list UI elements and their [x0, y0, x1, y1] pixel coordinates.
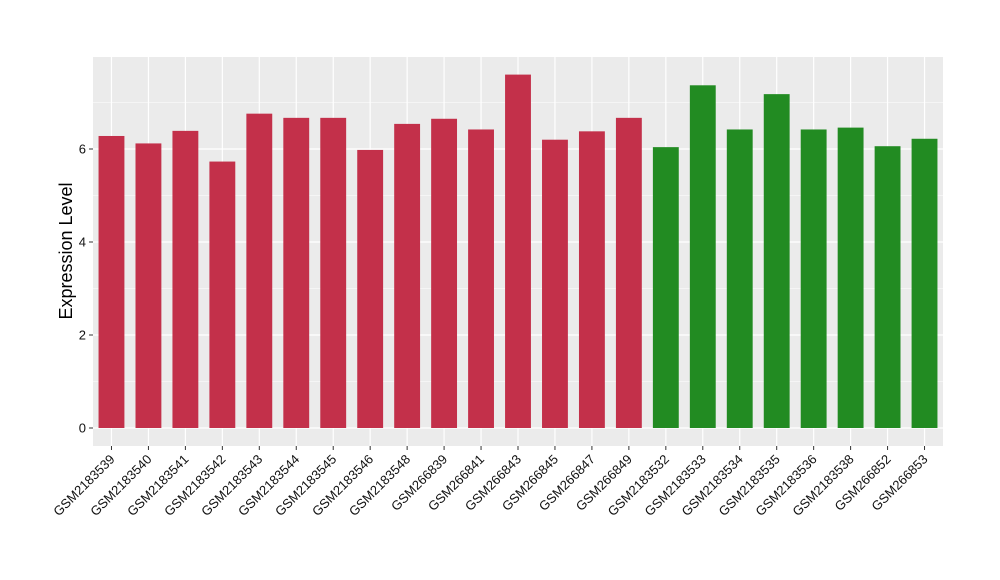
bar-GSM2183538 [837, 127, 864, 429]
bar-GSM2183539 [98, 135, 125, 429]
bar-GSM2183541 [172, 130, 199, 429]
y-axis: 0 2 4 6 [79, 142, 93, 436]
bar-GSM2183532 [652, 147, 679, 428]
bar-GSM2183535 [763, 94, 790, 428]
y-axis-title: Expression Level [56, 182, 76, 319]
bar-GSM2183545 [320, 117, 347, 428]
bar-GSM2183544 [283, 117, 310, 428]
bar-GSM2183536 [800, 129, 827, 428]
bars [98, 74, 938, 429]
bar-GSM2183543 [246, 113, 273, 428]
bar-GSM266849 [615, 117, 642, 428]
y-tick-label: 0 [79, 421, 86, 436]
bar-GSM2183542 [209, 161, 236, 428]
y-tick-label: 6 [79, 142, 86, 157]
bar-GSM266839 [431, 118, 458, 429]
bar-GSM266853 [911, 138, 938, 428]
bar-GSM2183548 [394, 123, 421, 428]
bar-GSM266841 [468, 129, 494, 428]
bar-GSM266845 [542, 139, 568, 428]
bar-GSM2183540 [135, 143, 162, 429]
bar-GSM266852 [874, 146, 901, 428]
bar-GSM2183546 [357, 149, 384, 428]
bar-GSM266843 [505, 74, 531, 428]
y-tick-label: 4 [79, 235, 86, 250]
bar-GSM266847 [578, 131, 605, 428]
y-tick-label: 2 [79, 328, 86, 343]
bar-GSM2183534 [726, 129, 753, 428]
x-axis: GSM2183539GSM2183540GSM2183541GSM2183542… [50, 446, 931, 519]
bar-GSM2183533 [689, 85, 716, 429]
